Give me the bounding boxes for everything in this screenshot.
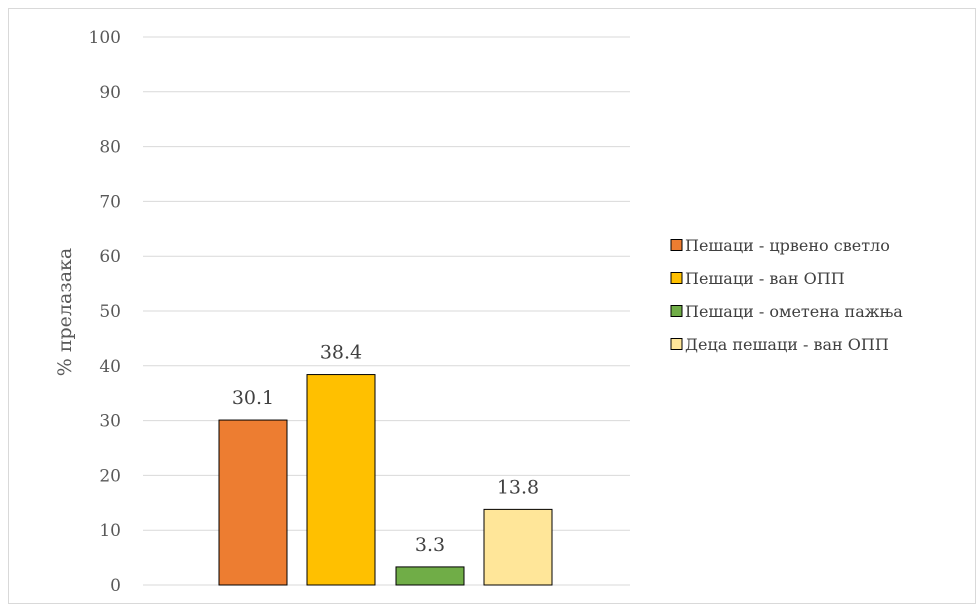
legend-swatch-4	[670, 338, 683, 350]
legend-label-4: Деца пешаци - ван ОПП	[685, 335, 889, 354]
y-axis-ticks: 0 10 20 30 40 50 60 70 80 90 100	[89, 28, 121, 596]
data-label-3: 3.3	[415, 534, 445, 556]
legend-swatch-2	[670, 272, 683, 284]
legend: Пешаци - црвено светло Пешаци - ван ОПП Пе…	[670, 236, 903, 354]
y-tick-label: 80	[99, 138, 121, 158]
y-tick-label: 40	[99, 357, 121, 377]
legend-label-3: Пешаци - ометена пажња	[685, 302, 903, 321]
bar-2	[306, 374, 376, 586]
data-labels: 30.1 38.4 3.3 13.8	[232, 342, 539, 556]
y-tick-label: 20	[99, 466, 121, 486]
data-label-2: 38.4	[320, 342, 362, 364]
gridlines	[143, 36, 630, 586]
y-tick-label: 50	[99, 302, 121, 322]
bar-4	[483, 508, 553, 586]
bars	[218, 374, 553, 586]
bar-1	[218, 419, 288, 586]
y-tick-label: 90	[99, 83, 121, 103]
bar-3	[395, 566, 465, 586]
y-tick-label: 70	[99, 192, 121, 212]
y-tick-label: 60	[99, 247, 121, 267]
legend-label-2: Пешаци - ван ОПП	[685, 269, 845, 288]
chart-frame	[8, 8, 976, 604]
y-tick-label: 0	[110, 576, 121, 596]
y-tick-label: 100	[89, 28, 121, 48]
y-axis-title: % прелазака	[54, 248, 76, 376]
y-tick-label: 10	[99, 521, 121, 541]
data-label-1: 30.1	[232, 387, 274, 409]
legend-swatch-3	[670, 305, 683, 317]
legend-swatch-1	[670, 239, 683, 251]
data-label-4: 13.8	[497, 476, 539, 498]
legend-label-1: Пешаци - црвено светло	[685, 236, 890, 255]
y-tick-label: 30	[99, 412, 121, 432]
